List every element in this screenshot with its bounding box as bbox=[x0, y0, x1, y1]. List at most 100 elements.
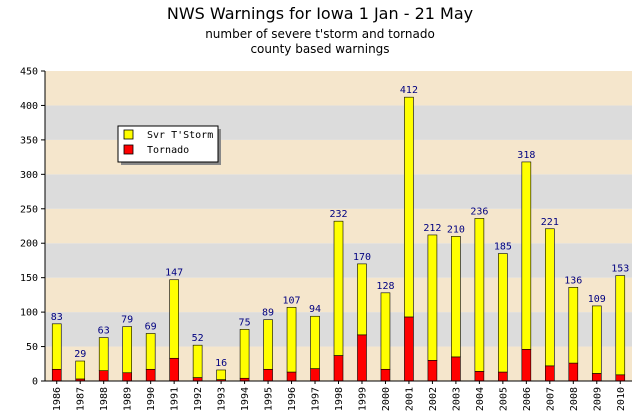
bar-svr-tstorm bbox=[169, 279, 179, 359]
x-tick-label: 1989 bbox=[123, 387, 134, 411]
bar-tornado bbox=[380, 368, 391, 382]
data-label: 94 bbox=[309, 304, 321, 315]
x-tick-label: 1990 bbox=[146, 387, 157, 411]
bar-svr-tstorm bbox=[263, 319, 273, 370]
x-tick-label: 2003 bbox=[451, 387, 462, 411]
data-label: 412 bbox=[400, 85, 418, 96]
legend-box bbox=[117, 125, 219, 163]
y-tick-label: 0 bbox=[32, 377, 38, 388]
bar-tornado bbox=[451, 356, 461, 382]
x-tick-label: 1994 bbox=[240, 387, 251, 411]
bar-svr-tstorm bbox=[192, 344, 203, 378]
bar-svr-tstorm bbox=[568, 287, 579, 364]
data-label: 69 bbox=[145, 321, 157, 332]
y-tick-label: 150 bbox=[20, 273, 38, 284]
y-tick-label: 350 bbox=[20, 135, 38, 146]
bar-svr-tstorm bbox=[51, 323, 62, 370]
bar-tornado bbox=[333, 355, 344, 382]
y-tick-label: 250 bbox=[20, 204, 38, 215]
data-label: 318 bbox=[517, 150, 535, 161]
data-label: 147 bbox=[165, 268, 183, 279]
bar-tornado bbox=[169, 357, 179, 382]
bar-svr-tstorm bbox=[545, 228, 555, 367]
x-tick-label: 1988 bbox=[99, 387, 110, 411]
y-tick-label: 300 bbox=[20, 170, 38, 181]
data-label: 52 bbox=[192, 333, 204, 344]
data-label: 170 bbox=[353, 252, 371, 263]
x-tick-label: 1995 bbox=[264, 387, 275, 411]
y-tick-label: 100 bbox=[20, 308, 38, 319]
x-tick-label: 2007 bbox=[545, 387, 556, 411]
bar-tornado bbox=[310, 368, 320, 382]
bar-svr-tstorm bbox=[310, 315, 320, 369]
bar-tornado bbox=[145, 368, 156, 382]
legend-swatch bbox=[123, 144, 134, 155]
bar-tornado bbox=[98, 370, 109, 382]
y-tick-label: 450 bbox=[20, 67, 38, 78]
y-tick-label: 400 bbox=[20, 101, 38, 112]
bar-svr-tstorm bbox=[427, 234, 438, 361]
x-tick-label: 1996 bbox=[287, 387, 298, 411]
bar-tornado bbox=[286, 371, 297, 382]
x-tick-label: 1991 bbox=[170, 387, 181, 411]
bar-svr-tstorm bbox=[380, 292, 391, 370]
bar-svr-tstorm bbox=[122, 326, 132, 374]
bar-svr-tstorm bbox=[145, 333, 156, 370]
data-label: 79 bbox=[121, 315, 133, 326]
bar-tornado bbox=[568, 362, 579, 382]
data-label: 109 bbox=[588, 294, 606, 305]
x-tick-label: 1986 bbox=[52, 387, 63, 411]
chart-title: NWS Warnings for Iowa 1 Jan - 21 May bbox=[166, 4, 474, 23]
x-tick-label: 2010 bbox=[616, 387, 627, 411]
data-label: 29 bbox=[74, 349, 86, 360]
bar-tornado bbox=[192, 377, 203, 382]
bar-tornado bbox=[122, 372, 132, 382]
chart-subtitle-line-2: county based warnings bbox=[250, 42, 390, 56]
data-label: 221 bbox=[541, 217, 559, 228]
bar-svr-tstorm bbox=[239, 329, 250, 379]
bar-svr-tstorm bbox=[357, 263, 367, 336]
x-tick-label: 2004 bbox=[475, 387, 486, 411]
x-tick-label: 1999 bbox=[357, 387, 368, 411]
bar-svr-tstorm bbox=[404, 96, 414, 318]
gridline-band bbox=[45, 174, 632, 209]
data-label: 153 bbox=[611, 264, 629, 275]
chart-subtitle-line-1: number of severe t'storm and tornado bbox=[205, 27, 435, 41]
x-tick-label: 1997 bbox=[311, 387, 322, 411]
bar-tornado bbox=[404, 316, 414, 382]
bar-svr-tstorm bbox=[286, 306, 297, 373]
x-tick-label: 2000 bbox=[381, 387, 392, 411]
legend-label: Svr T'Storm bbox=[147, 130, 213, 141]
y-tick-label: 50 bbox=[26, 342, 38, 353]
data-label: 83 bbox=[51, 312, 63, 323]
data-label: 128 bbox=[376, 281, 394, 292]
bar-svr-tstorm bbox=[474, 218, 485, 372]
data-label: 16 bbox=[215, 358, 227, 369]
x-tick-label: 2006 bbox=[522, 387, 533, 411]
bar-svr-tstorm bbox=[333, 220, 344, 356]
x-tick-label: 1987 bbox=[76, 387, 87, 411]
bar-tornado bbox=[474, 371, 485, 382]
bar-svr-tstorm bbox=[75, 360, 86, 380]
x-tick-label: 2008 bbox=[569, 387, 580, 411]
x-tick-label: 1993 bbox=[217, 387, 228, 411]
data-label: 185 bbox=[494, 242, 512, 253]
bar-svr-tstorm bbox=[521, 161, 532, 350]
bar-tornado bbox=[521, 349, 532, 382]
bar-svr-tstorm bbox=[216, 369, 226, 380]
bar-svr-tstorm bbox=[591, 305, 602, 374]
bars bbox=[51, 96, 626, 382]
axes: 0 50 100 150 200 250 300 350 400 450 1986 1987 1988 1… bbox=[20, 67, 632, 411]
x-tick-label: 2005 bbox=[498, 387, 509, 411]
bar-tornado bbox=[263, 368, 273, 382]
bar-tornado bbox=[51, 368, 62, 382]
x-tick-label: 2009 bbox=[592, 387, 603, 411]
x-tick-label: 2001 bbox=[404, 387, 415, 411]
legend-swatch bbox=[123, 129, 134, 140]
gridline-band bbox=[45, 71, 632, 106]
data-label: 75 bbox=[239, 317, 251, 328]
data-label: 210 bbox=[447, 224, 465, 235]
data-label: 232 bbox=[329, 209, 347, 220]
bar-tornado bbox=[591, 373, 602, 382]
